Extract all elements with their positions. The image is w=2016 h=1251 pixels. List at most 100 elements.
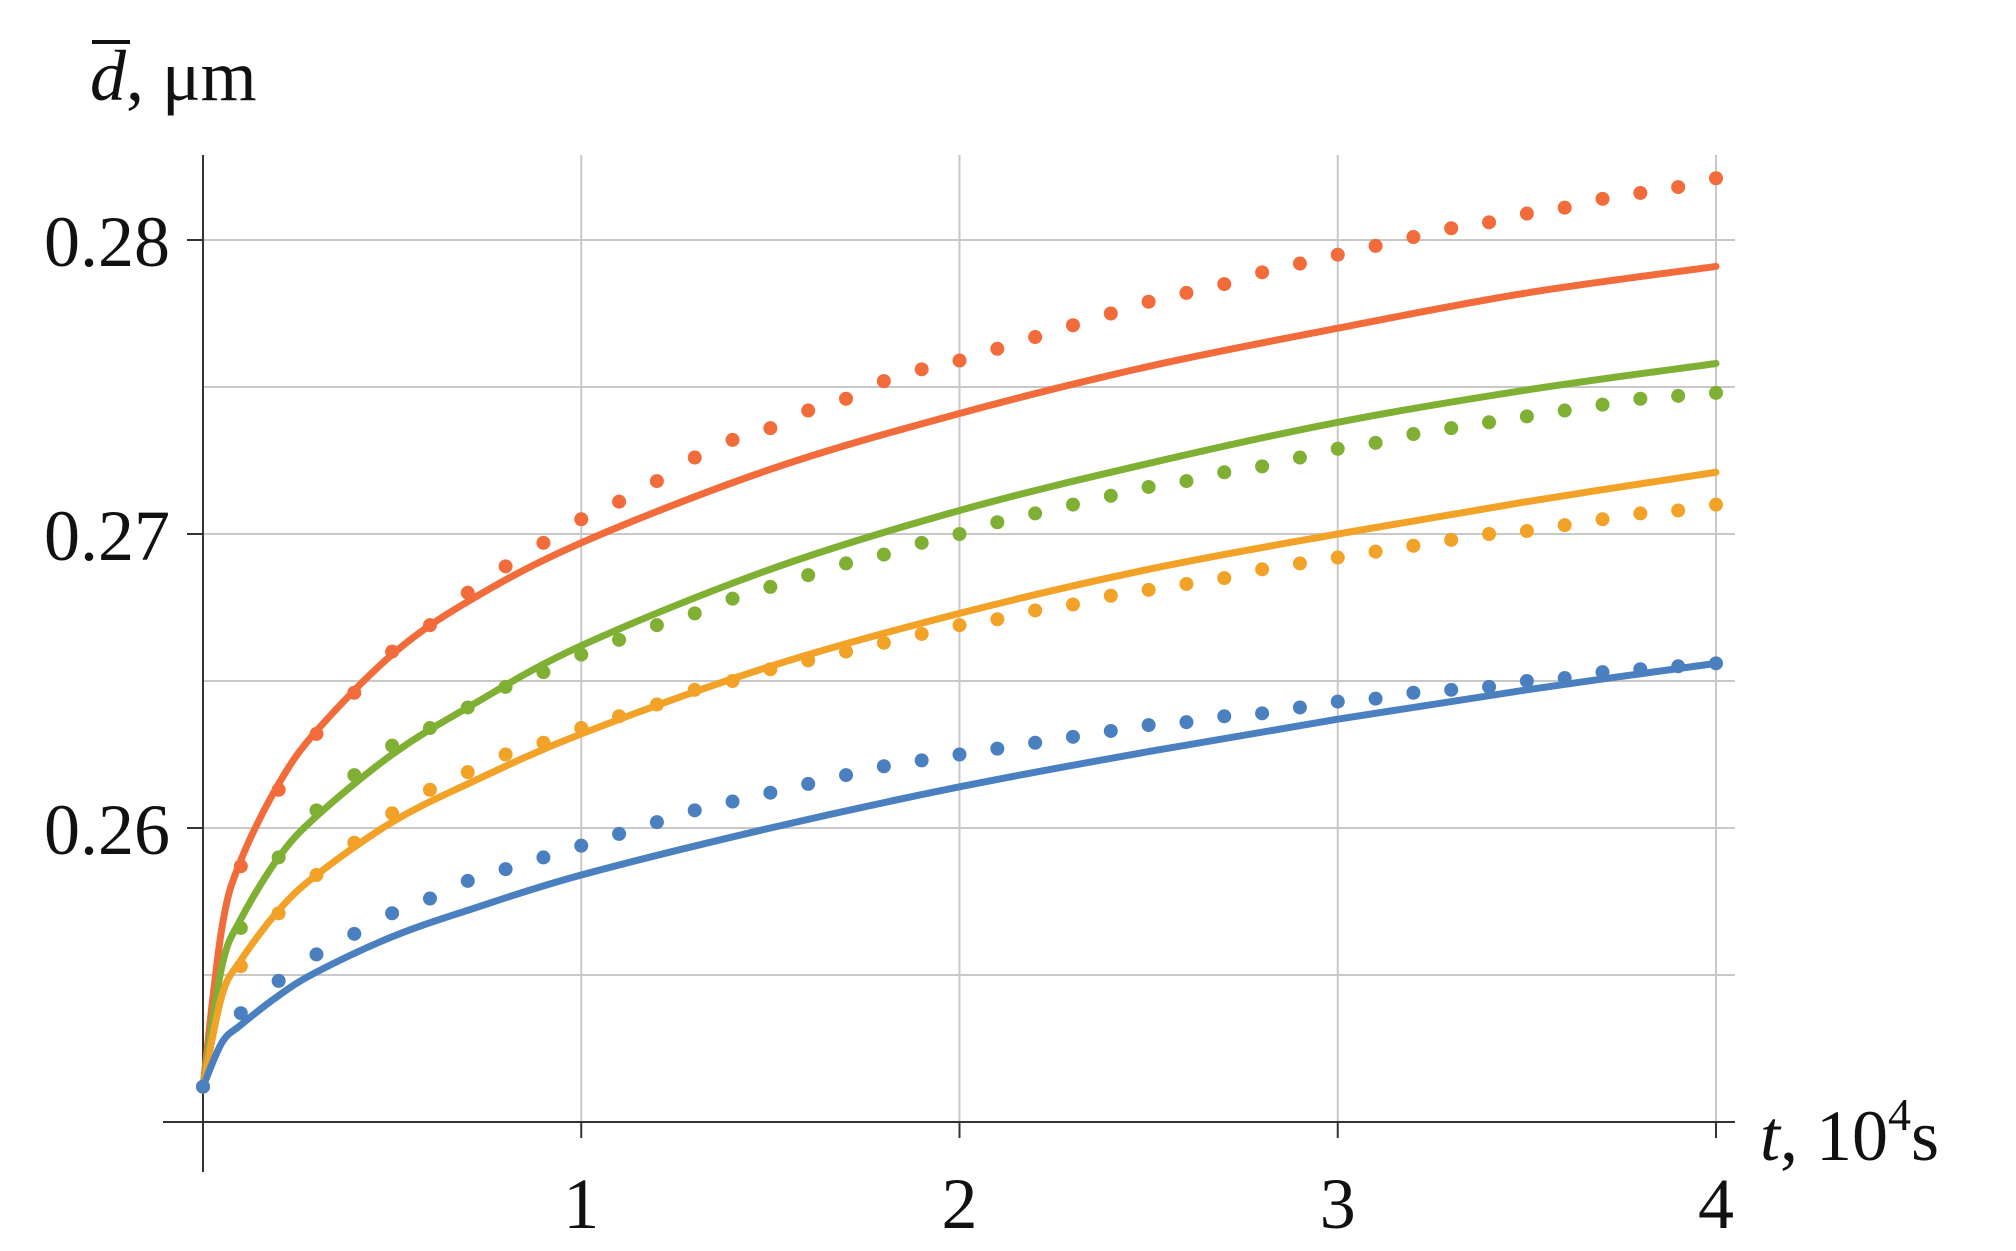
data-point-blue <box>233 1006 248 1021</box>
data-point-green <box>1179 474 1194 489</box>
data-point-green <box>687 606 702 621</box>
data-point-blue <box>574 838 589 853</box>
data-point-orange <box>1028 603 1043 618</box>
data-point-blue <box>1671 659 1686 674</box>
data-point-blue <box>347 926 362 941</box>
series-line-green <box>199 359 1720 1091</box>
data-point-orange <box>876 635 891 650</box>
data-point-green <box>763 579 778 594</box>
data-point-red <box>1406 230 1421 245</box>
data-point-blue <box>952 747 967 762</box>
data-point-blue <box>1633 662 1648 677</box>
data-point-blue <box>1368 691 1383 706</box>
data-point-blue <box>687 803 702 818</box>
data-point-blue <box>649 815 664 830</box>
data-point-blue <box>839 768 854 783</box>
data-point-red <box>1595 191 1610 206</box>
data-point-orange <box>1292 556 1307 571</box>
data-point-blue <box>1217 709 1232 724</box>
data-point-red <box>1292 256 1307 271</box>
data-point-red <box>1028 330 1043 345</box>
data-point-green <box>1406 427 1421 442</box>
data-point-red <box>1330 247 1345 262</box>
data-point-green <box>1482 415 1497 430</box>
data-point-green <box>385 738 400 753</box>
x-axis-symbol: t <box>1760 1096 1782 1176</box>
data-point-red <box>536 535 551 550</box>
tick-labels: 0.26 0.27 0.28 1 2 3 4 <box>44 202 1734 1244</box>
data-point-orange <box>422 782 437 797</box>
data-point-blue <box>1406 685 1421 700</box>
data-point-blue <box>1103 723 1118 738</box>
data-point-red <box>1179 285 1194 300</box>
data-point-orange <box>687 682 702 697</box>
x-tick-label: 1 <box>563 1164 599 1244</box>
data-point-red <box>612 494 627 509</box>
data-point-orange <box>612 709 627 724</box>
data-point-red <box>1633 185 1648 200</box>
data-point-orange <box>1179 576 1194 591</box>
data-point-orange <box>649 697 664 712</box>
data-point-orange <box>1103 588 1118 603</box>
data-point-blue <box>1255 706 1270 721</box>
data-point-blue <box>1141 718 1156 733</box>
data-point-orange <box>914 626 929 641</box>
data-point-blue <box>1482 679 1497 694</box>
data-point-orange <box>498 747 513 762</box>
data-point-red <box>763 421 778 436</box>
data-point-blue <box>1709 656 1723 671</box>
data-point-orange <box>1444 532 1459 547</box>
data-point-orange <box>385 806 400 821</box>
data-point-orange <box>1709 497 1723 512</box>
data-point-green <box>1595 397 1610 412</box>
data-point-orange <box>801 653 816 668</box>
data-point-blue <box>1065 729 1080 744</box>
data-point-green <box>1709 385 1723 400</box>
data-point-orange <box>1671 503 1686 518</box>
data-point-blue <box>422 891 437 906</box>
data-point-red <box>649 474 664 489</box>
data-point-red <box>952 353 967 368</box>
data-point-red <box>876 374 891 389</box>
data-point-orange <box>1519 524 1534 539</box>
data-point-red <box>574 512 589 527</box>
data-point-orange <box>990 612 1005 627</box>
data-point-green <box>1217 465 1232 480</box>
data-point-green <box>1633 391 1648 406</box>
data-point-orange <box>1255 562 1270 577</box>
data-point-green <box>309 803 324 818</box>
data-point-blue <box>914 753 929 768</box>
data-point-orange <box>536 735 551 750</box>
data-point-orange <box>460 765 475 780</box>
grid-lines <box>203 155 1735 1122</box>
data-point-green <box>839 556 854 571</box>
data-point-orange <box>1330 550 1345 565</box>
data-point-blue <box>196 1079 210 1094</box>
data-point-blue <box>612 826 627 841</box>
data-point-red <box>725 432 740 447</box>
data-point-red <box>914 362 929 377</box>
data-point-green <box>1065 497 1080 512</box>
data-point-red <box>271 782 286 797</box>
data-point-red <box>1103 306 1118 321</box>
data-point-green <box>1444 421 1459 436</box>
x-tick-label: 2 <box>942 1164 978 1244</box>
data-point-red <box>422 618 437 633</box>
data-point-green <box>271 850 286 865</box>
data-point-red <box>1519 206 1534 221</box>
y-tick-label: 0.26 <box>44 790 170 870</box>
data-point-blue <box>876 759 891 774</box>
data-point-green <box>952 527 967 541</box>
data-point-green <box>498 679 513 694</box>
data-point-red <box>687 450 702 465</box>
data-point-blue <box>1330 694 1345 709</box>
data-point-red <box>1255 265 1270 280</box>
x-axis-unit-prefix: , 10 <box>1780 1096 1888 1176</box>
x-axis-unit-exp: 4 <box>1888 1089 1911 1140</box>
data-point-red <box>385 644 400 659</box>
data-point-green <box>1292 450 1307 465</box>
data-point-blue <box>1028 735 1043 750</box>
y-tick-label: 0.27 <box>44 496 170 576</box>
data-point-red <box>1482 215 1497 230</box>
data-point-orange <box>1595 512 1610 527</box>
